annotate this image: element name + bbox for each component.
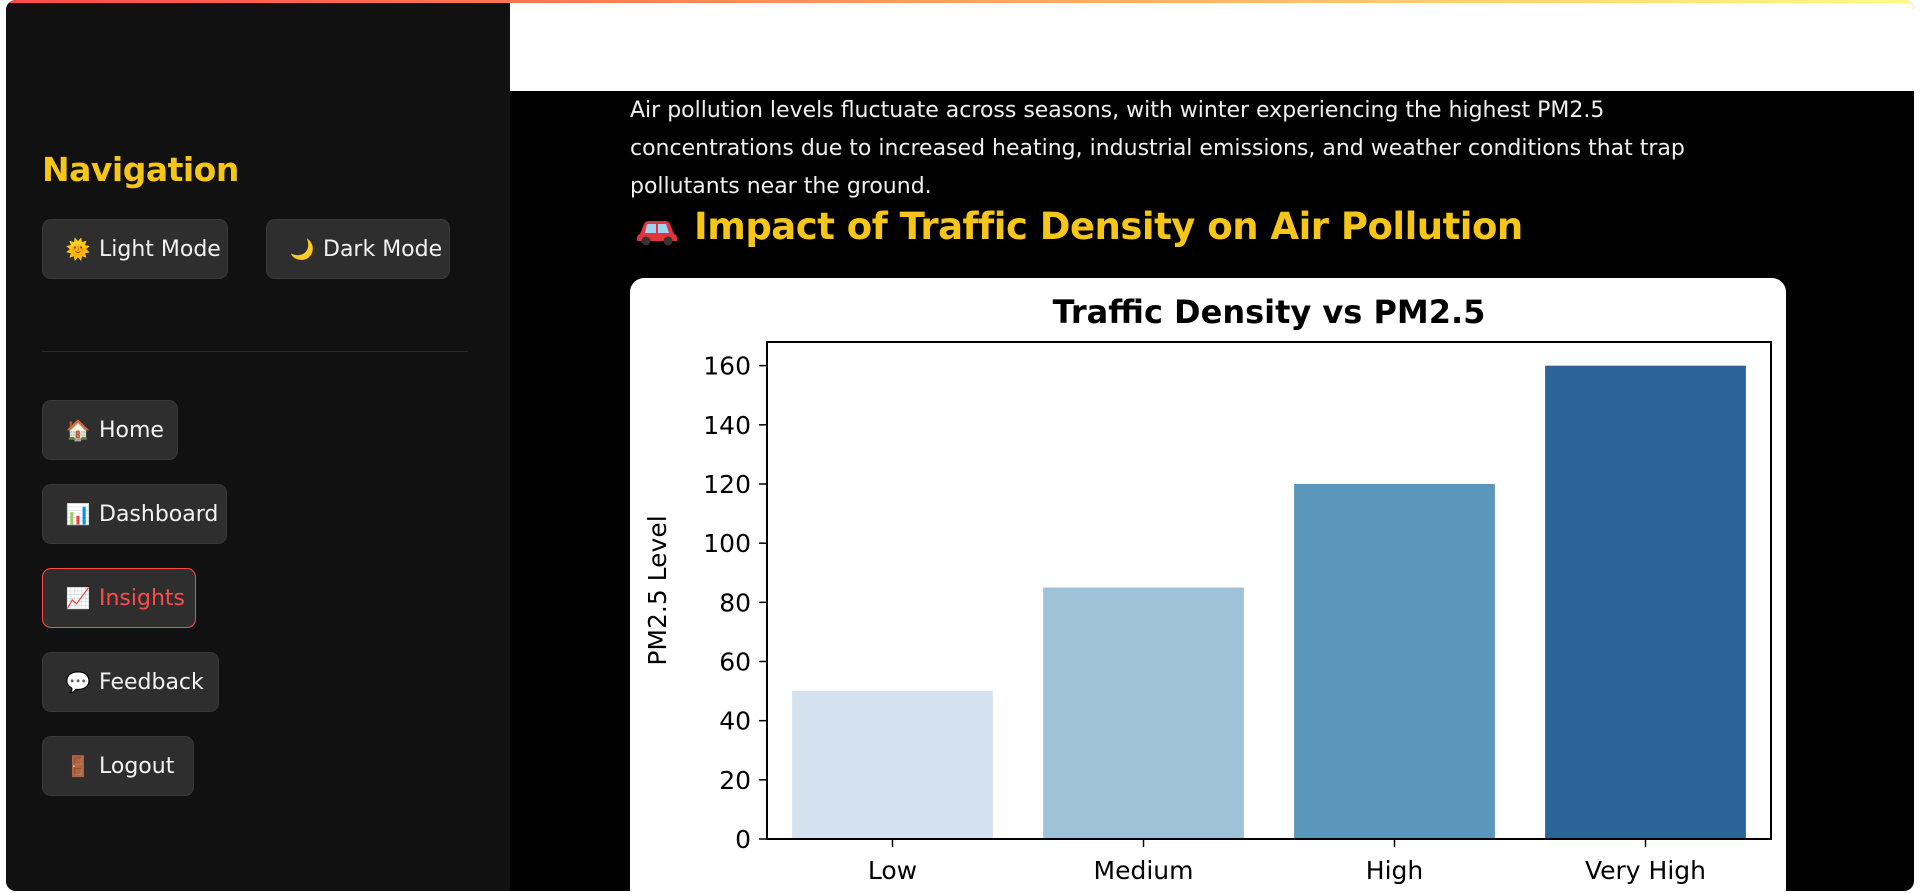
chart-bar [792, 691, 993, 839]
sidebar-divider [42, 351, 468, 352]
chart-card: Traffic Density vs PM2.5 Low Medium High Ver… [630, 278, 1786, 891]
moon-icon: 🌙 [289, 237, 315, 261]
x-tick-label: Medium [1094, 856, 1194, 885]
speech-bubble-icon: 💬 [65, 670, 91, 694]
house-icon: 🏠 [65, 418, 91, 442]
main-header [510, 0, 1914, 91]
sidebar-item-label: Home [99, 417, 164, 443]
chart-bar [1294, 484, 1495, 839]
bar-chart-icon: 📊 [65, 502, 91, 526]
traffic-pm25-bar-chart: Traffic Density vs PM2.5 Low Medium High Ver… [643, 293, 1772, 885]
section-title: Impact of Traffic Density on Air Polluti… [636, 205, 1523, 248]
sidebar: Navigation 🌞 Light Mode 🌙 Dark Mode 🏠 Ho… [6, 0, 510, 891]
x-tick-label: Low [868, 856, 917, 885]
y-tick-label: 20 [719, 766, 751, 795]
sidebar-title: Navigation [42, 150, 239, 189]
dark-mode-label: Dark Mode [323, 236, 443, 262]
trend-chart-icon: 📈 [65, 586, 91, 610]
x-tick-label: Very High [1585, 856, 1706, 885]
sun-icon: 🌞 [65, 237, 91, 261]
light-mode-label: Light Mode [99, 236, 221, 262]
sidebar-item-label: Feedback [99, 669, 204, 695]
plot-frame [766, 341, 1772, 840]
chart-title: Traffic Density vs PM2.5 [1053, 293, 1486, 331]
sidebar-item-label: Logout [99, 753, 175, 779]
y-tick-label: 140 [703, 411, 751, 440]
sidebar-item-logout[interactable]: 🚪 Logout [42, 736, 194, 796]
sidebar-item-label: Insights [99, 585, 186, 611]
chart-bar [1545, 365, 1746, 839]
decoration-bar [6, 0, 1914, 3]
y-tick-label: 40 [719, 707, 751, 736]
y-tick-label: 120 [703, 470, 751, 499]
x-tick-label: High [1366, 856, 1423, 885]
y-tick-label: 100 [703, 529, 751, 558]
sidebar-item-dashboard[interactable]: 📊 Dashboard [42, 484, 227, 544]
dark-mode-button[interactable]: 🌙 Dark Mode [266, 219, 450, 279]
section-title-text: Impact of Traffic Density on Air Polluti… [694, 205, 1523, 248]
y-tick-label: 0 [735, 825, 751, 854]
car-icon [636, 212, 678, 245]
sidebar-item-label: Dashboard [99, 501, 219, 527]
y-tick-label: 160 [703, 352, 751, 381]
sidebar-item-feedback[interactable]: 💬 Feedback [42, 652, 219, 712]
chart-bar [1043, 587, 1244, 839]
y-axis-label: PM2.5 Level [643, 515, 672, 665]
intro-paragraph: Air pollution levels fluctuate across se… [630, 98, 1685, 199]
sidebar-item-home[interactable]: 🏠 Home [42, 400, 178, 460]
y-tick-label: 60 [719, 648, 751, 677]
light-mode-button[interactable]: 🌞 Light Mode [42, 219, 228, 279]
sidebar-item-insights[interactable]: 📈 Insights [42, 568, 196, 628]
door-icon: 🚪 [65, 754, 91, 778]
app-window: Navigation 🌞 Light Mode 🌙 Dark Mode 🏠 Ho… [6, 0, 1914, 891]
y-tick-label: 80 [719, 588, 751, 617]
